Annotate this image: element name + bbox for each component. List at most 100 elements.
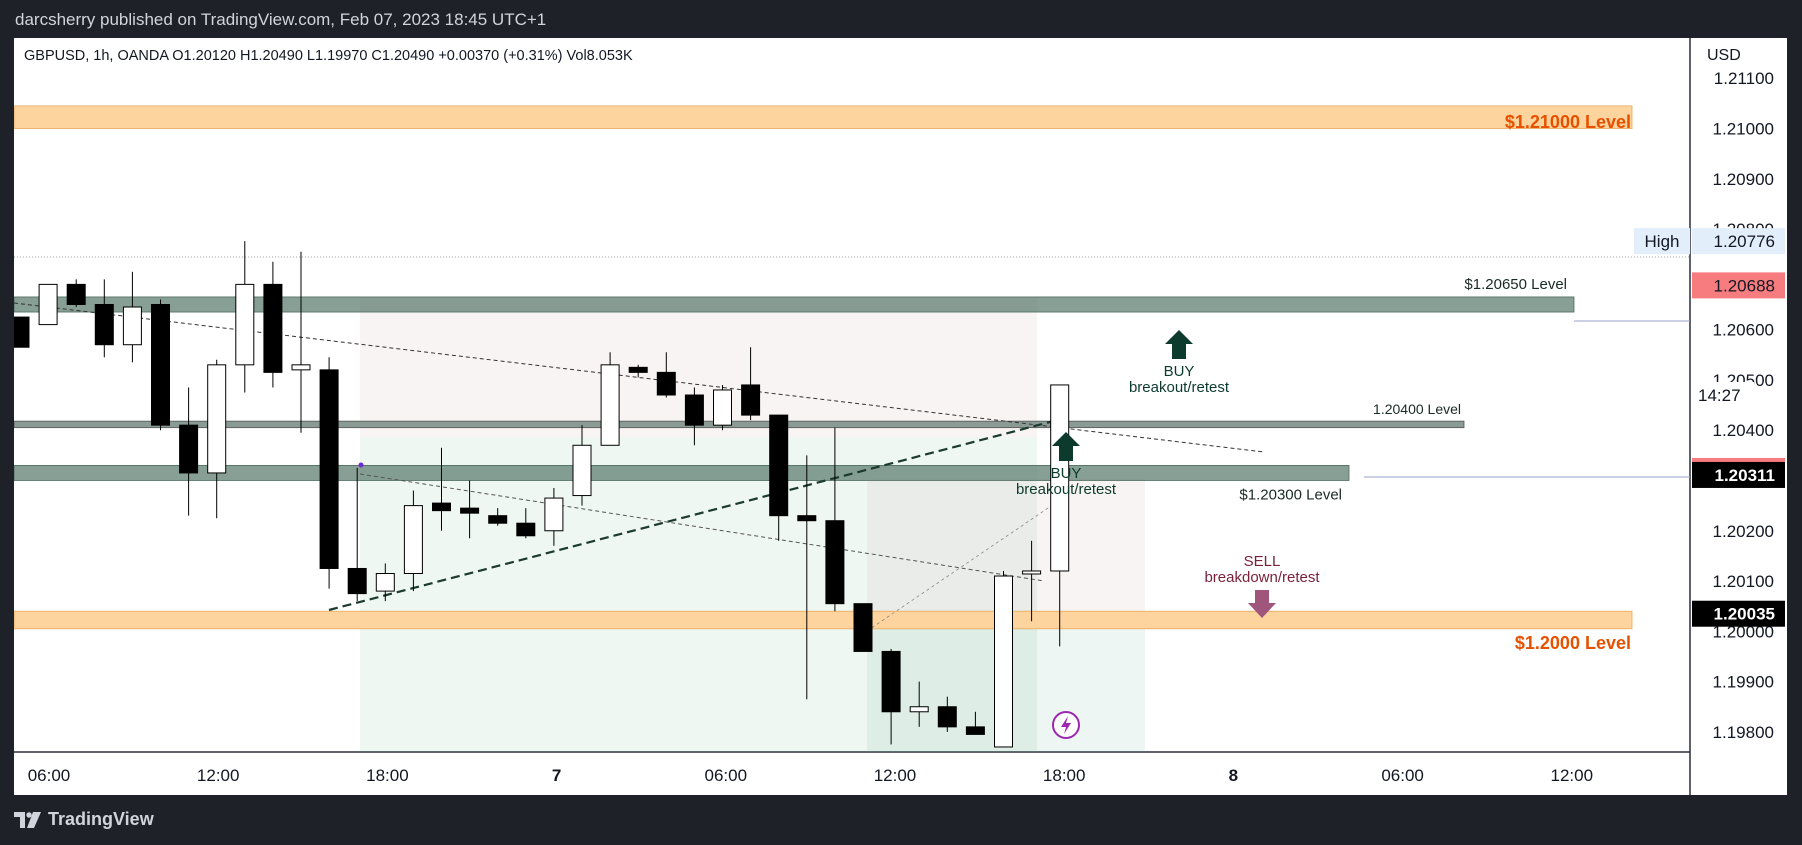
candle-body: [825, 520, 845, 605]
candle[interactable]: [656, 352, 676, 398]
tradingview-logo[interactable]: TradingView: [14, 809, 154, 830]
candle[interactable]: [347, 467, 367, 602]
candle[interactable]: [263, 261, 283, 388]
candle-body: [600, 364, 620, 446]
tradingview-logo-icon: [14, 811, 41, 828]
axis-tag-bg: [1692, 461, 1785, 488]
level-label: $1.20650 Level: [1464, 276, 1567, 293]
level-zone[interactable]: [14, 420, 1465, 429]
candle[interactable]: [122, 271, 142, 363]
annotation-line1: BUY: [1051, 465, 1082, 482]
level-zone[interactable]: [14, 610, 1633, 630]
candle-body: [853, 603, 873, 652]
candle-body: [797, 515, 817, 522]
candle[interactable]: [544, 488, 564, 546]
lightning-icon[interactable]: [1052, 711, 1080, 739]
price-axis-tags: 1.20776High1.2068814:271.203191.203111.2…: [1634, 228, 1785, 627]
candle[interactable]: [151, 299, 170, 431]
candle[interactable]: [179, 387, 199, 516]
candle-body: [769, 414, 789, 517]
currency-label: USD: [1707, 47, 1741, 64]
candle-body: [741, 384, 761, 416]
sell-arrow-icon: [1248, 590, 1276, 618]
candle[interactable]: [881, 648, 901, 745]
candles: [14, 241, 1070, 748]
level-label: $1.20300 Level: [1239, 486, 1342, 503]
axis-tag-bg: [1692, 272, 1785, 299]
candle[interactable]: [94, 279, 114, 358]
candle[interactable]: [319, 357, 339, 589]
price-chart[interactable]: $1.21000 Level $1.20650 Level 1.20400 Leve…: [14, 38, 1787, 795]
candle[interactable]: [516, 508, 536, 539]
candle-body: [263, 283, 283, 373]
annotation-line2: breakdown/retest: [1204, 569, 1320, 586]
candle[interactable]: [460, 480, 480, 539]
candle[interactable]: [66, 279, 86, 308]
chart-frame[interactable]: $1.21000 Level $1.20650 Level 1.20400 Leve…: [14, 38, 1787, 795]
trend-lines: [14, 256, 1690, 632]
candle-body: [235, 283, 255, 366]
candle[interactable]: [291, 251, 311, 433]
level-label: $1.2000 Level: [1515, 633, 1631, 653]
candle[interactable]: [713, 384, 732, 431]
candle[interactable]: [235, 241, 255, 393]
candle[interactable]: [572, 425, 592, 506]
candle[interactable]: [853, 603, 873, 652]
candle-body: [207, 364, 227, 474]
candle[interactable]: [14, 316, 30, 348]
candle[interactable]: [207, 359, 227, 519]
level-zone[interactable]: [14, 464, 1350, 481]
time-tick-label: 7: [552, 766, 561, 785]
price-axis-tag: 1.20688: [1692, 272, 1785, 299]
candle-body: [38, 283, 58, 326]
axis-tag-text-bg: [1634, 228, 1690, 255]
candle[interactable]: [684, 387, 704, 446]
candle[interactable]: [1050, 384, 1070, 647]
purple-dot: [358, 462, 364, 468]
candle-body: [488, 515, 508, 524]
level-zone[interactable]: [14, 105, 1633, 129]
candle[interactable]: [628, 364, 648, 378]
annotation-line2: breakout/retest: [1016, 481, 1117, 498]
candle-body: [628, 366, 648, 373]
candle[interactable]: [600, 352, 620, 446]
axis-tag-bg: [1692, 600, 1785, 627]
candle[interactable]: [375, 563, 395, 602]
candle[interactable]: [825, 427, 845, 612]
candle[interactable]: [38, 283, 58, 326]
candle-body: [684, 394, 704, 426]
price-tick-label: 1.20200: [1713, 522, 1774, 541]
time-tick-label: 18:00: [1043, 766, 1086, 785]
candle[interactable]: [909, 681, 929, 727]
trade-annotations: BUYbreakout/retestBUYbreakout/retestSELL…: [1016, 330, 1320, 618]
trendline-ascending: [328, 419, 1055, 612]
price-axis-tag: 1.20311: [1692, 461, 1785, 488]
candle[interactable]: [769, 414, 789, 541]
candle-body: [1022, 570, 1042, 575]
candle-body: [572, 444, 592, 497]
candle[interactable]: [741, 347, 761, 421]
candle-body: [909, 706, 929, 713]
candle-body: [403, 505, 423, 574]
price-tick-label: 1.20400: [1713, 421, 1774, 440]
candle[interactable]: [994, 570, 1013, 748]
candle[interactable]: [965, 711, 985, 735]
candle-body: [432, 502, 451, 512]
candle-body: [66, 283, 86, 305]
candle[interactable]: [797, 455, 817, 700]
candle-body: [713, 389, 732, 426]
candle-body: [14, 316, 30, 348]
candle[interactable]: [403, 490, 423, 592]
time-tick-label: 18:00: [366, 766, 409, 785]
position-box-green-1: [360, 437, 1037, 752]
candle[interactable]: [432, 447, 451, 531]
candle[interactable]: [937, 696, 957, 732]
candle[interactable]: [1022, 540, 1042, 622]
price-axis-tag: 14:27: [1692, 382, 1754, 408]
level-zone[interactable]: [14, 296, 1575, 313]
candle-body: [151, 303, 170, 426]
candle[interactable]: [488, 508, 508, 526]
